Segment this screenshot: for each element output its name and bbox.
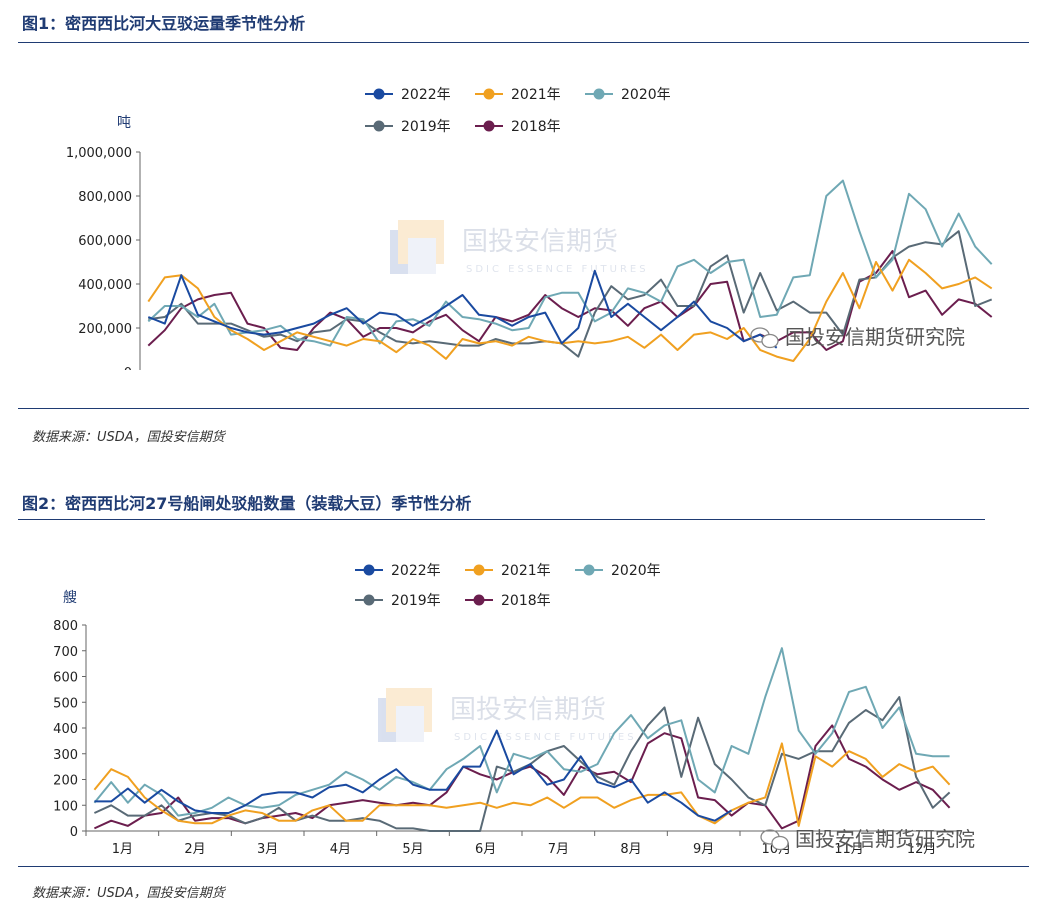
y-tick-label: 800,000 [78, 190, 132, 205]
watermark: 国投安信期货 SDIC ESSENCE FUTURES [390, 220, 649, 275]
series-line-2019 [93, 696, 951, 832]
legend-label: 2020年 [621, 87, 671, 103]
y-tick-label: 600 [53, 671, 78, 686]
series-line-2022 [147, 269, 778, 349]
x-tick-label: 9月 [693, 842, 714, 857]
legend-label: 2019年 [401, 119, 451, 135]
legend-label: 2019年 [391, 593, 441, 609]
legend-item-2021: 2021年 [475, 87, 561, 103]
y-tick-label: 1,000,000 [66, 146, 132, 161]
series-line-2022 [94, 729, 733, 822]
series-line-2021 [147, 258, 993, 362]
x-tick-label: 3月 [257, 842, 278, 857]
x-tick-label: 5月 [402, 842, 423, 857]
legend-marker [473, 564, 485, 576]
figure-2-title: 图2：密西西比河27号船闸处驳船数量（装载大豆）季节性分析 [22, 494, 472, 513]
legend-marker [483, 88, 495, 100]
wechat-icon-bubble [771, 835, 789, 851]
y-tick-label: 0 [70, 825, 78, 840]
x-tick-label: 12月 [907, 842, 937, 857]
x-tick-label: 7月 [548, 842, 569, 857]
watermark-brand-text: 国投安信期货 [450, 695, 606, 725]
watermark-logo-bar [390, 230, 408, 274]
legend-item-2018: 2018年 [475, 119, 561, 135]
legend-item-2021: 2021年 [465, 563, 551, 579]
figure-2-title-rule [18, 519, 985, 520]
watermark-logo-block [386, 688, 432, 732]
legend-marker [473, 594, 485, 606]
wechat-icon-bubble [761, 333, 779, 349]
figure-1-title: 图1：密西西比河大豆驳运量季节性分析 [22, 14, 306, 33]
watermark-brand-subtext: SDIC ESSENCE FUTURES [454, 732, 637, 743]
legend-label: 2021年 [511, 87, 561, 103]
watermark-logo-block [398, 220, 444, 264]
x-tick-label: 11月 [834, 842, 864, 857]
legend-item-2022: 2022年 [365, 87, 451, 103]
legend-marker [363, 594, 375, 606]
x-tick-label: 2月 [184, 842, 205, 857]
x-tick-label: 8月 [620, 842, 641, 857]
watermark-logo-inner [408, 238, 436, 274]
legend-label: 2021年 [501, 563, 551, 579]
y-tick-label: 300 [53, 748, 78, 763]
legend-marker [583, 564, 595, 576]
watermark-brand-text: 国投安信期货 [462, 227, 618, 257]
legend-label: 2018年 [501, 593, 551, 609]
legend-label: 2022年 [391, 563, 441, 579]
legend-item-2018: 2018年 [465, 593, 551, 609]
legend-item-2020: 2020年 [585, 87, 671, 103]
y-tick-label: 100 [53, 799, 78, 814]
y-tick-label: 400,000 [78, 278, 132, 293]
legend-label: 2022年 [401, 87, 451, 103]
y-axis-label: 艘 [63, 590, 77, 606]
y-tick-label: 400 [53, 722, 78, 737]
y-axis-label: 吨 [117, 115, 131, 131]
figure-1-bottom-rule [18, 408, 1029, 409]
legend-label: 2018年 [511, 119, 561, 135]
series-line-2018 [147, 250, 993, 351]
wechat-watermark: 国投安信期货研究院 [750, 325, 965, 349]
legend-item-2019: 2019年 [365, 119, 451, 135]
y-tick-label: 700 [53, 645, 78, 660]
y-tick-label: 800 [53, 619, 78, 634]
legend-marker [373, 88, 385, 100]
figure-2-bottom-rule [18, 866, 1029, 867]
figure-1-source: 数据来源：USDA，国投安信期货 [32, 430, 225, 445]
x-tick-label: 6月 [475, 842, 496, 857]
y-tick-label: 200 [53, 774, 78, 789]
legend-item-2020: 2020年 [575, 563, 661, 579]
wechat-watermark-text: 国投安信期货研究院 [785, 325, 965, 349]
wechat-watermark: 国投安信期货研究院 [760, 827, 975, 851]
watermark: 国投安信期货 SDIC ESSENCE FUTURES [378, 688, 637, 743]
y-tick-label: 200,000 [78, 322, 132, 337]
series-line-2021 [93, 742, 951, 827]
legend-marker [593, 88, 605, 100]
legend-item-2019: 2019年 [355, 593, 441, 609]
y-tick-label: 0 [124, 366, 132, 370]
chart-1: 国投安信期货 SDIC ESSENCE FUTURES 0 200,000 400,00… [66, 87, 993, 370]
x-tick-label: 1月 [112, 842, 133, 857]
legend-label: 2020年 [611, 563, 661, 579]
watermark-brand-subtext: SDIC ESSENCE FUTURES [466, 264, 649, 275]
legend-item-2022: 2022年 [355, 563, 441, 579]
y-tick-label: 600,000 [78, 234, 132, 249]
series-line-2020 [147, 179, 993, 347]
wechat-watermark-text: 国投安信期货研究院 [795, 827, 975, 851]
figure-2-source: 数据来源：USDA，国投安信期货 [32, 886, 225, 901]
chart-2: 国投安信期货 SDIC ESSENCE FUTURES 0 100 200 300 400 5… [53, 563, 975, 857]
series-line-2020 [93, 647, 950, 817]
legend-marker [483, 120, 495, 132]
legend-marker [373, 120, 385, 132]
y-tick-label: 500 [53, 696, 78, 711]
watermark-logo-inner [396, 706, 424, 742]
figure-1-title-rule [18, 42, 1029, 43]
x-tick-label: 4月 [330, 842, 351, 857]
watermark-logo-bar [378, 698, 396, 742]
legend-marker [363, 564, 375, 576]
